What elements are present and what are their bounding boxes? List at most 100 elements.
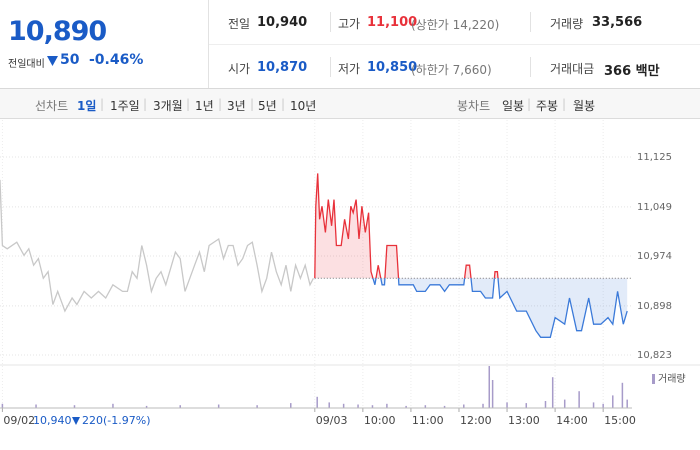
price-line [0, 179, 314, 313]
stat-label: 시가 [228, 62, 251, 76]
volume-bar [73, 405, 76, 408]
tab-separator: | [527, 97, 532, 111]
volume-bar [145, 405, 148, 408]
volume-bar [592, 402, 595, 408]
legend-label: 거래량 [658, 373, 686, 385]
x-tick-label: 13:00 [508, 414, 540, 427]
stat-value: 10,870 [257, 60, 308, 75]
volume-bar [357, 404, 359, 408]
down-arrow [47, 56, 58, 66]
stat-value: 33,566 [592, 15, 643, 30]
current-price: 10,890 [8, 16, 107, 47]
volume-bar [463, 404, 465, 408]
footer-rate: (-1.97%) [103, 414, 151, 427]
price-chart: 10,823 10,898 10,974 11,049 11,125 09/02 09/03… [0, 120, 700, 427]
x-tick-label: 14:00 [556, 414, 588, 427]
stat-label: 거래량 [550, 17, 584, 31]
volume-bar [525, 403, 528, 408]
y-tick-label: 10,823 [637, 350, 672, 361]
footer-price: 10,940 [33, 414, 72, 427]
tab[interactable]: 1일 [77, 99, 97, 113]
volume-bar [424, 405, 427, 408]
volume-bar [563, 399, 566, 408]
y-tick-label: 10,898 [637, 301, 672, 312]
tab[interactable]: 1주일 [110, 99, 140, 113]
price-area-up [314, 173, 628, 279]
volume-bar [1, 403, 4, 408]
divider [208, 0, 209, 88]
tab-separator: | [218, 97, 223, 111]
x-tick-label: 15:00 [604, 414, 636, 427]
divider [209, 44, 700, 45]
volume-bar [386, 403, 388, 408]
volume-bar [488, 366, 491, 408]
tab[interactable]: 10년 [290, 99, 317, 113]
volume-bar [551, 377, 554, 408]
tab-group-label: 봉차트 [457, 99, 491, 113]
stat-note: (상한가 14,220) [411, 18, 500, 32]
volume-bar [328, 402, 330, 408]
divider [530, 12, 531, 32]
price-line-down [314, 278, 628, 338]
tab[interactable]: 월봉 [573, 99, 596, 113]
tab-separator: | [250, 97, 255, 111]
tab[interactable]: 주봉 [536, 99, 559, 113]
divider [330, 12, 331, 32]
volume-bar [578, 391, 580, 408]
tab[interactable]: 3개월 [153, 99, 183, 113]
volume-bar [256, 405, 258, 408]
tab-separator: | [186, 97, 191, 111]
divider [530, 57, 531, 77]
volume-bar [405, 405, 407, 408]
tab-separator: | [143, 97, 148, 111]
stat-note: (하한가 7,660) [411, 63, 492, 77]
price-area-down [314, 278, 628, 338]
tab[interactable]: 일봉 [502, 99, 525, 113]
x-tick-label: 09/02 [3, 414, 35, 427]
volume-bar [621, 382, 624, 408]
y-tick-label: 10,974 [637, 251, 672, 262]
volume-bar [544, 401, 547, 408]
y-tick-label: 11,125 [637, 152, 672, 163]
tab[interactable]: 1년 [195, 99, 214, 113]
change-label: 전일대비 [8, 59, 45, 70]
x-tick-label: 10:00 [364, 414, 396, 427]
x-tick-label: 11:00 [412, 414, 444, 427]
footer-change: 220 [82, 414, 103, 427]
change-rate: -0.46% [89, 52, 144, 68]
volume-bar [506, 402, 508, 408]
volume-bar [612, 395, 614, 408]
volume-bar [316, 396, 318, 408]
x-tick-label: 09/03 [316, 414, 348, 427]
legend-swatch [652, 374, 655, 384]
change: 50 [60, 52, 80, 68]
y-tick-label: 11,049 [637, 202, 672, 213]
volume-bar [342, 403, 345, 408]
quote-header: 10,890 전일대비 50 -0.46% 전일 10,940 고가 11,10… [0, 0, 700, 89]
divider [330, 57, 331, 77]
price-line-up [314, 173, 499, 279]
tab[interactable]: 3년 [227, 99, 246, 113]
tab-separator: | [281, 97, 286, 111]
volume-bar [482, 403, 484, 408]
x-tick-label: 12:00 [460, 414, 492, 427]
volume-bar [290, 403, 292, 408]
stat-value: 366 백만 [604, 64, 660, 79]
stat-label: 고가 [338, 17, 361, 31]
tab[interactable]: 5년 [258, 99, 277, 113]
tab-separator: | [562, 97, 567, 111]
volume-bar [371, 405, 374, 408]
volume-bar [443, 405, 446, 408]
volume-bar [602, 403, 604, 408]
volume-bar [35, 404, 37, 408]
volume-bar [179, 405, 181, 408]
volume-bar [626, 399, 628, 408]
volume-bar [491, 380, 494, 408]
volume-bar [217, 404, 220, 408]
stat-label: 저가 [338, 62, 361, 76]
volume-bar [112, 403, 114, 408]
down-arrow [72, 417, 80, 425]
stat-value: 11,100 [367, 15, 418, 30]
stat-value: 10,850 [367, 60, 418, 75]
